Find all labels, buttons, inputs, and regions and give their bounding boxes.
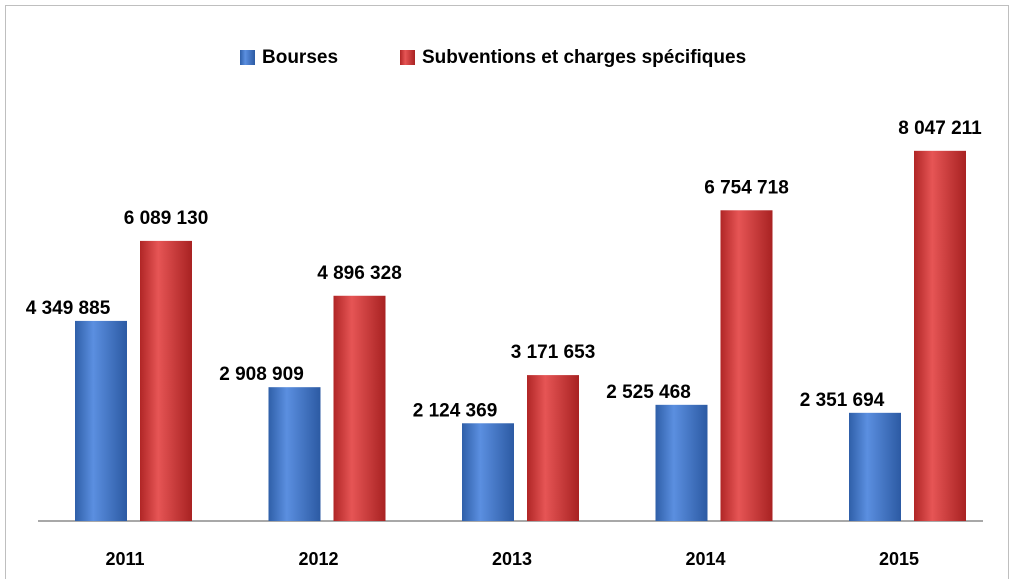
data-label: 3 171 653	[511, 342, 596, 363]
data-label: 8 047 211	[898, 118, 982, 139]
bar	[333, 295, 386, 521]
x-tick-label: 2013	[492, 549, 532, 569]
data-label: 4 896 328	[317, 263, 402, 284]
legend-label: Bourses	[262, 47, 338, 68]
data-label: 2 351 694	[800, 390, 885, 411]
legend-label: Subventions et charges spécifiques	[422, 47, 746, 68]
legend-swatch	[240, 50, 255, 65]
bar	[75, 320, 127, 521]
bar	[720, 210, 773, 522]
bar	[527, 375, 579, 521]
data-label: 2 525 468	[606, 382, 691, 403]
bar	[140, 240, 192, 521]
x-tick-label: 2011	[105, 549, 144, 569]
data-label: 6 754 718	[704, 177, 789, 198]
x-tick-label: 2014	[685, 549, 725, 569]
data-label: 2 908 909	[219, 364, 304, 385]
bar	[655, 404, 708, 521]
data-label: 6 089 130	[124, 208, 209, 229]
bar	[268, 387, 321, 521]
bar	[462, 423, 514, 521]
legend-swatch	[400, 50, 415, 65]
data-label: 4 349 885	[26, 298, 111, 319]
x-tick-label: 2012	[298, 549, 338, 569]
x-tick-label: 2015	[879, 549, 919, 569]
bar	[849, 412, 901, 521]
bar	[914, 150, 966, 521]
data-label: 2 124 369	[413, 400, 498, 421]
